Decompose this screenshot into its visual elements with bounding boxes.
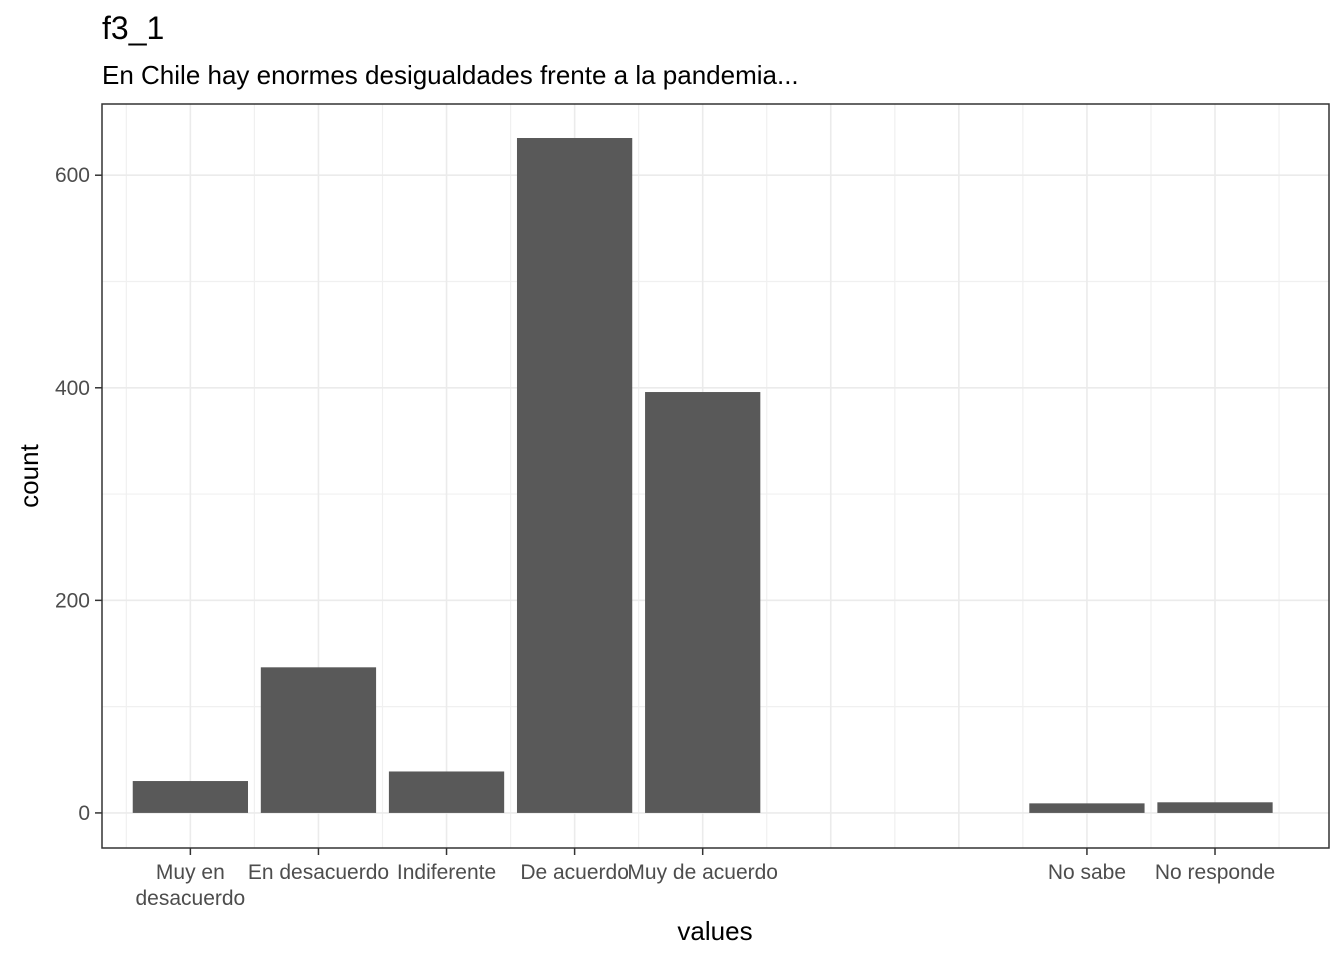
y-tick-label: 600: [55, 164, 90, 187]
bar: [645, 392, 761, 813]
bar: [1029, 803, 1145, 813]
x-tick-label: Muy de acuerdo: [627, 861, 778, 884]
plot-border: [101, 103, 1330, 849]
x-tick-label: No sabe: [1048, 861, 1126, 884]
chart-subtitle: En Chile hay enormes desigualdades frent…: [102, 60, 799, 90]
bar: [1157, 802, 1273, 813]
bar: [132, 781, 249, 813]
y-tick-label: 400: [55, 377, 90, 400]
y-tick-label: 200: [55, 589, 90, 612]
x-tick-label: Indiferente: [397, 861, 496, 884]
bar: [516, 138, 633, 813]
bars: [132, 138, 1273, 813]
y-tick-label: 0: [78, 802, 90, 825]
x-tick-label: De acuerdo: [520, 861, 629, 884]
minor-gridlines: [102, 104, 1329, 848]
x-tick-label: desacuerdo: [135, 887, 245, 910]
y-axis-title: count: [14, 443, 44, 507]
x-tick-label: Muy en: [156, 861, 225, 884]
x-axis-title: values: [677, 916, 752, 946]
x-tick-label: No responde: [1155, 861, 1275, 884]
bar: [260, 667, 377, 813]
y-axis: 0 200 400 600: [55, 164, 102, 825]
chart-title: f3_1: [102, 10, 165, 46]
bar: [388, 771, 505, 813]
x-tick-label: En desacuerdo: [248, 861, 389, 884]
